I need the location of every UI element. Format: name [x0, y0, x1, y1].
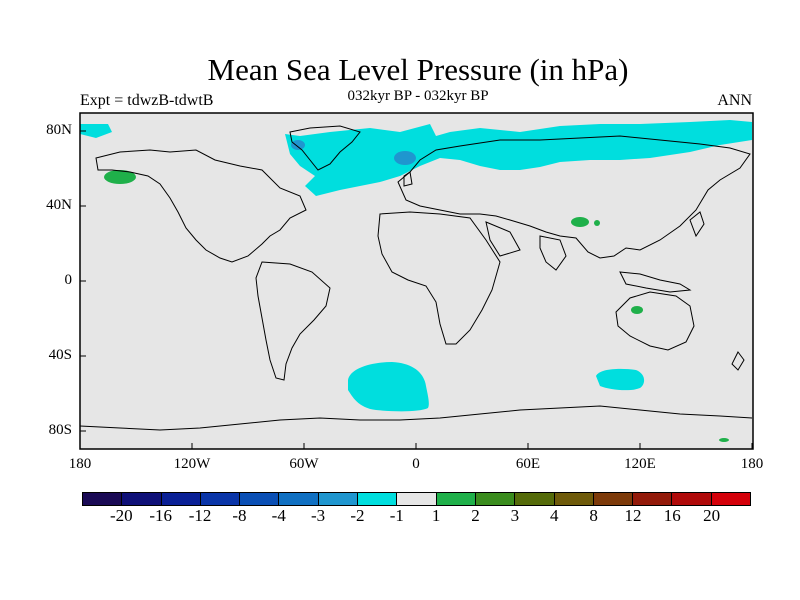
chart-subtitle: 032kyr BP - 032kyr BP: [347, 88, 489, 104]
colorbar-level-label: 3: [510, 506, 520, 525]
anomaly-south-atlantic: [348, 362, 429, 412]
colorbar-cell: [200, 493, 241, 505]
lat-label-40n: 40N: [46, 197, 72, 213]
coastline-new-zealand: [731, 351, 745, 371]
lat-label-40s: 40S: [48, 347, 72, 363]
lon-label-180e: 180: [740, 456, 764, 472]
chart-title: Mean Sea Level Pressure (in hPa): [207, 52, 629, 87]
lon-label-120w: 120W: [173, 456, 211, 472]
lon-label-0: 0: [412, 456, 420, 472]
colorbar-level-label: 2: [471, 506, 480, 525]
colorbar-level-label: -16: [149, 506, 173, 525]
anomaly-shading: [80, 120, 752, 442]
colorbar-level-label: 1: [431, 506, 441, 525]
colorbar-cell: [515, 493, 555, 505]
colorbar-level-label: 8: [589, 506, 598, 525]
colorbar-cell: [436, 493, 476, 505]
colorbar-cell: [711, 493, 751, 505]
colorbar-cell: [593, 493, 634, 505]
lat-label-0: 0: [64, 272, 73, 288]
lon-label-60e: 60E: [515, 456, 541, 472]
colorbar-cell: [161, 493, 201, 505]
colorbar-level-label: -1: [389, 506, 404, 525]
colorbar-cell: [672, 493, 712, 505]
lat-label-80s: 80S: [48, 422, 72, 438]
colorbar-cell: [240, 493, 280, 505]
colorbar-level-label: -4: [271, 506, 286, 525]
coastline-north-america: [95, 149, 307, 263]
season-label: ANN: [717, 92, 752, 109]
anomaly-tibet-high-small: [594, 220, 600, 226]
colorbar-level-label: -20: [110, 506, 133, 525]
coastline-australia: [615, 291, 695, 351]
coastline-eurasia: [397, 135, 751, 259]
colorbar-level-label: -8: [232, 506, 247, 525]
lat-label-80n: 80N: [46, 122, 72, 138]
colorbar-level-label: 20: [703, 506, 721, 525]
lon-label-180w: 180: [68, 456, 92, 472]
coastline-indonesia: [619, 271, 692, 293]
colorbar-cell: [279, 493, 319, 505]
coastline-africa: [377, 211, 501, 345]
colorbar-cell: [83, 493, 123, 505]
coastline-india: [539, 235, 567, 271]
colorbar-cell: [358, 493, 398, 505]
anomaly-antarctic-high: [719, 438, 729, 442]
colorbar-cell: [318, 493, 359, 505]
colorbar-level-label: 16: [663, 506, 681, 525]
colorbar-level-label: 4: [549, 506, 559, 525]
colorbar-level-label: 12: [624, 506, 642, 525]
colorbar: [82, 492, 751, 506]
axis-ticks: [79, 130, 753, 449]
anomaly-iceland-low: [394, 151, 416, 165]
anomaly-australia-high: [631, 306, 643, 314]
colorbar-cell: [397, 493, 437, 505]
coastline-japan: [689, 211, 705, 238]
anomaly-south-indian: [596, 368, 645, 391]
colorbar-level-label: -2: [350, 506, 365, 525]
lon-label-60w: 60W: [289, 456, 319, 472]
coastline-britain: [403, 171, 413, 187]
anomaly-greenland-low: [291, 140, 305, 150]
coastline-south-america: [255, 261, 331, 381]
coastline-arabia: [485, 221, 521, 257]
colorbar-cell: [122, 493, 162, 505]
colorbar-level-label: -3: [311, 506, 326, 525]
colorbar-cell: [633, 493, 673, 505]
coastlines: [79, 125, 753, 431]
coastline-antarctica: [79, 405, 753, 431]
anomaly-greenland-atlantic: [285, 120, 752, 196]
anomaly-alaska-high: [104, 170, 136, 184]
experiment-label: Expt = tdwzB-tdwtB: [80, 92, 214, 109]
anomaly-north-atlantic: [80, 124, 112, 138]
colorbar-cell: [554, 493, 594, 505]
colorbar-cell: [475, 493, 516, 505]
coastline-greenland: [289, 125, 361, 171]
anomaly-tibet-high: [571, 217, 589, 227]
lon-label-120e: 120E: [624, 456, 656, 472]
colorbar-level-label: -12: [188, 506, 212, 525]
